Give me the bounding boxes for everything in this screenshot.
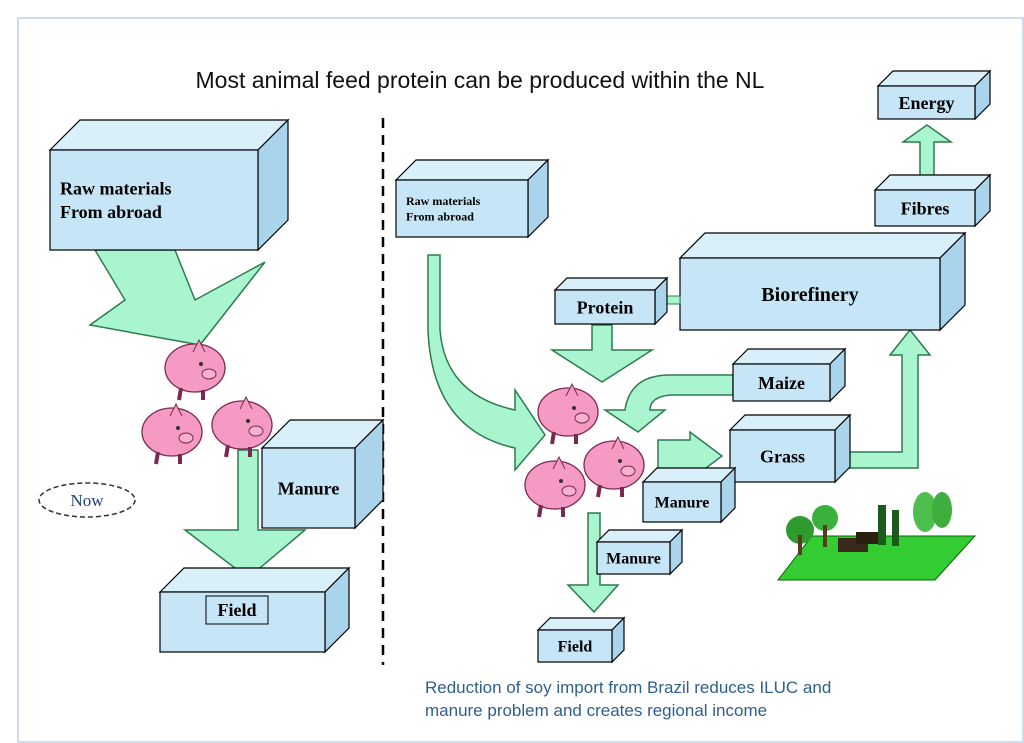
pig-snout — [575, 413, 589, 423]
now-label: Now — [70, 491, 104, 510]
box-top — [643, 468, 735, 482]
box-label: Fibres — [901, 198, 950, 218]
arrow — [90, 250, 265, 345]
pig-leg — [539, 505, 541, 517]
box-top — [733, 349, 845, 364]
box-label: Manure — [606, 551, 661, 568]
pig — [538, 384, 598, 444]
box: Field — [538, 618, 624, 662]
box: Raw materials From abroad — [50, 120, 288, 250]
pig-eye — [572, 406, 576, 410]
pig-leg — [226, 445, 228, 457]
box-top — [730, 415, 850, 430]
box-label: Biorefinery — [761, 284, 858, 306]
pig-eye — [246, 419, 250, 423]
pig — [165, 340, 225, 400]
title: Most animal feed protein can be produced… — [196, 67, 765, 93]
box-top — [875, 175, 990, 190]
box-front — [396, 180, 528, 237]
pig-leg — [156, 452, 158, 464]
landscape — [778, 492, 975, 580]
box: Protein — [555, 278, 667, 324]
pig — [525, 457, 585, 517]
pig-eye — [559, 479, 563, 483]
pig-snout — [249, 426, 263, 436]
box: Raw materials From abroad — [396, 160, 548, 237]
box: Energy — [878, 71, 990, 119]
box-label: Manure — [278, 478, 340, 498]
box-label: Field — [218, 600, 257, 620]
pig-eye — [176, 426, 180, 430]
box: Field — [160, 568, 349, 652]
pig — [584, 437, 644, 497]
pig-leg — [598, 485, 600, 497]
box: Manure — [262, 420, 383, 528]
box-top — [160, 568, 349, 592]
box-label: Grass — [760, 446, 805, 466]
box-top — [555, 278, 667, 290]
box-label: Raw materials — [60, 179, 171, 199]
box-label: Field — [558, 639, 593, 656]
box-label: From abroad — [60, 202, 162, 222]
arrow — [552, 325, 652, 382]
box-top — [396, 160, 548, 180]
pig-snout — [621, 466, 635, 476]
box-top — [680, 233, 965, 258]
pig-leg — [552, 432, 554, 444]
box-label: Energy — [899, 93, 955, 113]
box: Biorefinery — [680, 233, 965, 330]
pig-snout — [562, 486, 576, 496]
caption: manure problem and creates regional inco… — [425, 701, 767, 720]
pig-leg — [179, 388, 181, 400]
arrow — [428, 255, 545, 470]
box-top — [538, 618, 624, 630]
box: Fibres — [875, 175, 990, 226]
box: Grass — [730, 415, 850, 482]
box-label: Raw materials — [406, 194, 481, 208]
box: Manure — [643, 468, 735, 522]
box: Maize — [733, 349, 845, 401]
slide: Most animal feed protein can be produced… — [0, 0, 1024, 743]
box-label: Protein — [577, 297, 634, 317]
pig-snout — [202, 369, 216, 379]
box-top — [50, 120, 288, 150]
box-label: Manure — [655, 495, 710, 512]
box-top — [878, 71, 990, 86]
arrow — [605, 375, 733, 432]
box-top — [597, 530, 682, 542]
pig-eye — [618, 459, 622, 463]
box-front — [50, 150, 258, 250]
box: Manure — [597, 530, 682, 574]
box-label: From abroad — [406, 210, 474, 224]
pig — [142, 404, 202, 464]
arrow — [848, 330, 930, 468]
box-label: Maize — [758, 373, 805, 393]
pig-eye — [199, 362, 203, 366]
pig-snout — [179, 433, 193, 443]
caption: Reduction of soy import from Brazil redu… — [425, 678, 831, 697]
